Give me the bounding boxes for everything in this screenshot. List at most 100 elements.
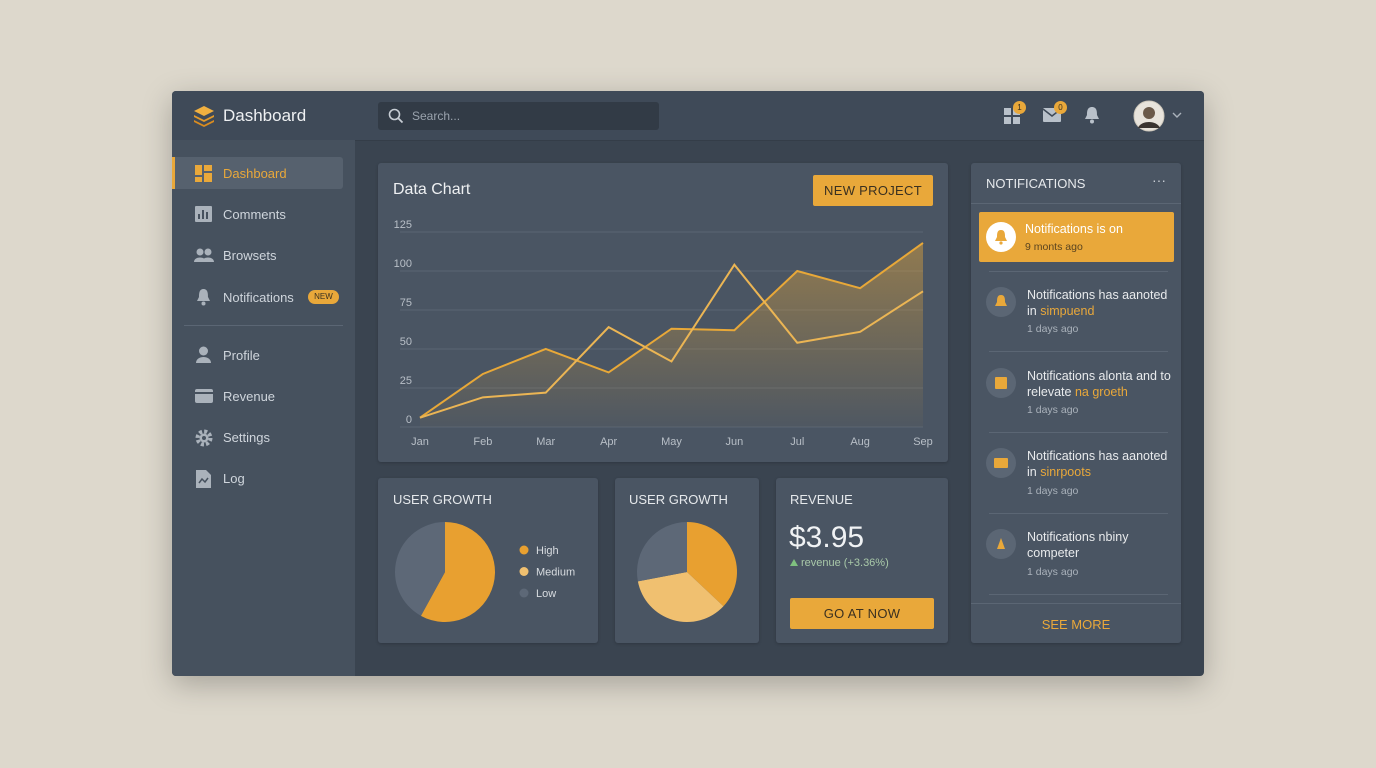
search-box[interactable]	[378, 102, 659, 130]
notification-text: Notifications has aanoted in sinrpoots	[1027, 448, 1175, 480]
nav-item[interactable]: Log	[223, 471, 245, 486]
line-series	[419, 242, 924, 419]
notification-text: Notifications has aanoted in simpuend	[1027, 287, 1175, 319]
x-tick-label: May	[661, 436, 682, 448]
y-tick-label: 25	[400, 375, 412, 387]
go-button[interactable]: GO AT NOW	[790, 598, 934, 629]
divider	[989, 594, 1168, 595]
pie-slice	[637, 572, 724, 622]
x-tick-label: Aug	[850, 436, 870, 448]
logo-icon	[194, 106, 214, 127]
card-title: REVENUE	[790, 492, 853, 507]
notification-time: 1 days ago	[1027, 485, 1079, 497]
text: Notifications alonta and to relevate	[1027, 369, 1171, 399]
highlight: sinrpoots	[1040, 465, 1091, 479]
notification-text: Notifications alonta and to relevate na …	[1027, 368, 1175, 400]
line-series	[419, 263, 924, 419]
header-title: Dashboard	[223, 106, 307, 125]
x-tick-label: Mar	[536, 436, 555, 448]
y-tick-label: 0	[406, 414, 412, 426]
pie-slice	[687, 522, 737, 607]
notification-time: 9 monts ago	[1025, 241, 1083, 253]
y-tick-label: 125	[394, 219, 412, 231]
nav-icon	[195, 165, 212, 182]
chevron[interactable]	[1172, 112, 1182, 119]
notification-text: Notifications nbiny competer	[1027, 530, 1129, 560]
new-project-button[interactable]: NEW PROJECT	[813, 175, 933, 206]
nav-item[interactable]: Comments	[223, 207, 286, 222]
highlight: simpuend	[1040, 304, 1095, 318]
card-title: USER GROWTH	[629, 492, 728, 507]
nav-item[interactable]: Settings	[223, 430, 270, 445]
search-icon	[388, 108, 404, 124]
legend-label: High	[536, 545, 559, 557]
pie-chart: High Medium Low	[395, 522, 575, 622]
header	[172, 91, 1204, 141]
notification-icon	[986, 222, 1016, 252]
pie-slice	[637, 522, 687, 582]
bell-icon[interactable]	[1084, 106, 1100, 124]
divider	[989, 351, 1168, 352]
badge: 1	[1013, 101, 1026, 114]
pie-slice	[420, 522, 495, 622]
notification-icon	[986, 368, 1016, 398]
notification-icon	[986, 448, 1016, 478]
notification-time: 1 days ago	[1027, 404, 1079, 416]
nav-item[interactable]: Notifications	[223, 290, 294, 305]
search-placeholder: Search...	[412, 109, 461, 123]
line-chart: 0 25 50 75 100 125 Jan Feb Mar Apr May Jun Jul Aug Sep	[394, 219, 933, 448]
legend-swatch	[519, 545, 529, 555]
divider	[971, 203, 1181, 204]
revenue-amount: $3.95	[789, 521, 865, 554]
text: Notifications has aanoted in	[1027, 288, 1168, 318]
see-more-button[interactable]: SEE MORE	[1041, 617, 1111, 632]
chart-title: Data Chart	[393, 181, 471, 198]
nav-icon	[196, 470, 211, 488]
nav-icon	[195, 206, 212, 222]
nav-item[interactable]: Browsets	[223, 248, 277, 263]
notifications-title: NOTIFICATIONS	[986, 176, 1086, 191]
legend-label: Medium	[536, 567, 575, 579]
divider	[989, 513, 1168, 514]
notification-time: 1 days ago	[1027, 323, 1079, 335]
pie-chart	[637, 522, 737, 622]
x-tick-label: Sep	[913, 436, 933, 448]
y-tick-label: 75	[400, 297, 412, 309]
y-tick-label: 50	[400, 336, 412, 348]
nav-icon	[196, 346, 211, 363]
nav-item[interactable]: Revenue	[223, 389, 276, 404]
avatar[interactable]	[1133, 100, 1165, 132]
text: Notifications has aanoted in	[1027, 449, 1168, 479]
x-tick-label: Jul	[790, 436, 804, 448]
pie-slice	[395, 522, 445, 616]
trend-arrow	[790, 559, 798, 566]
legend-swatch	[519, 588, 529, 598]
nav-icon	[195, 429, 213, 447]
y-tick-label: 100	[394, 258, 412, 270]
x-tick-label: Feb	[473, 436, 492, 448]
menu-button[interactable]: ···	[1152, 172, 1166, 188]
new-badge: NEW	[308, 290, 339, 304]
divider	[184, 325, 343, 326]
area-fill	[420, 242, 923, 427]
divider	[971, 603, 1181, 604]
nav-item[interactable]: Dashboard	[223, 166, 287, 181]
highlight: na groeth	[1074, 385, 1128, 399]
sidebar	[172, 140, 355, 676]
divider	[989, 432, 1168, 433]
divider	[989, 271, 1168, 272]
nav-item[interactable]: Profile	[223, 348, 260, 363]
nav-icon	[194, 248, 214, 262]
legend-label: Low	[536, 588, 556, 600]
card-title: USER GROWTH	[393, 492, 492, 507]
x-tick-label: Jun	[726, 436, 744, 448]
nav-icon	[195, 389, 213, 403]
notification-time: 1 days ago	[1027, 566, 1079, 578]
legend-swatch	[519, 567, 529, 576]
x-tick-label: Apr	[600, 436, 617, 448]
badge: 0	[1054, 101, 1067, 114]
notification-icon	[986, 529, 1016, 559]
revenue-trend: revenue (+3.36%)	[801, 557, 889, 569]
x-tick-label: Jan	[411, 436, 429, 448]
